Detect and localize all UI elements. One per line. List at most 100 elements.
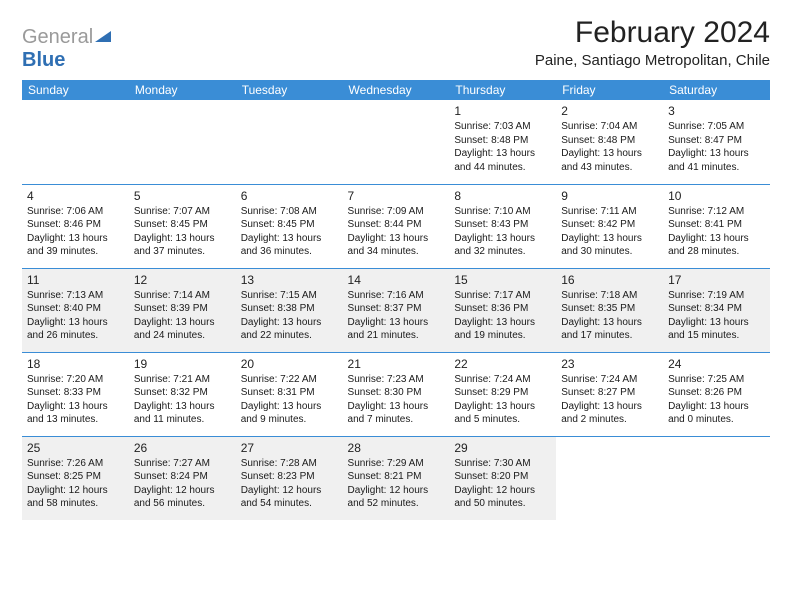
day-number: 25: [27, 440, 124, 456]
sunset-line: Sunset: 8:37 PM: [348, 302, 445, 316]
sunrise-line: Sunrise: 7:13 AM: [27, 289, 124, 303]
day-number: 14: [348, 272, 445, 288]
day-number: 20: [241, 356, 338, 372]
calendar-day: 1Sunrise: 7:03 AMSunset: 8:48 PMDaylight…: [449, 100, 556, 184]
sunrise-line: Sunrise: 7:25 AM: [668, 373, 765, 387]
daylight-line: Daylight: 13 hours and 15 minutes.: [668, 316, 765, 343]
day-number: 24: [668, 356, 765, 372]
sunrise-line: Sunrise: 7:21 AM: [134, 373, 231, 387]
sunrise-line: Sunrise: 7:16 AM: [348, 289, 445, 303]
location-subtitle: Paine, Santiago Metropolitan, Chile: [535, 52, 770, 69]
day-header: Tuesday: [236, 80, 343, 100]
logo-word1: General: [22, 26, 93, 48]
daylight-line: Daylight: 13 hours and 19 minutes.: [454, 316, 551, 343]
sunrise-line: Sunrise: 7:30 AM: [454, 457, 551, 471]
calendar-day: 3Sunrise: 7:05 AMSunset: 8:47 PMDaylight…: [663, 100, 770, 184]
sunset-line: Sunset: 8:41 PM: [668, 218, 765, 232]
day-number: 27: [241, 440, 338, 456]
daylight-line: Daylight: 13 hours and 30 minutes.: [561, 232, 658, 259]
day-number: 6: [241, 188, 338, 204]
daylight-line: Daylight: 12 hours and 50 minutes.: [454, 484, 551, 511]
sunrise-line: Sunrise: 7:14 AM: [134, 289, 231, 303]
sunrise-line: Sunrise: 7:09 AM: [348, 205, 445, 219]
sunset-line: Sunset: 8:30 PM: [348, 386, 445, 400]
sunrise-line: Sunrise: 7:26 AM: [27, 457, 124, 471]
daylight-line: Daylight: 13 hours and 2 minutes.: [561, 400, 658, 427]
day-header: Monday: [129, 80, 236, 100]
daylight-line: Daylight: 13 hours and 5 minutes.: [454, 400, 551, 427]
calendar-body: 1Sunrise: 7:03 AMSunset: 8:48 PMDaylight…: [22, 100, 770, 520]
sunset-line: Sunset: 8:48 PM: [454, 134, 551, 148]
sunrise-line: Sunrise: 7:08 AM: [241, 205, 338, 219]
sunset-line: Sunset: 8:43 PM: [454, 218, 551, 232]
page-title: February 2024: [535, 16, 770, 50]
calendar-day: 21Sunrise: 7:23 AMSunset: 8:30 PMDayligh…: [343, 352, 450, 436]
day-number: 19: [134, 356, 231, 372]
calendar-week: 1Sunrise: 7:03 AMSunset: 8:48 PMDaylight…: [22, 100, 770, 184]
day-number: 7: [348, 188, 445, 204]
daylight-line: Daylight: 13 hours and 36 minutes.: [241, 232, 338, 259]
day-number: 13: [241, 272, 338, 288]
calendar-day: 9Sunrise: 7:11 AMSunset: 8:42 PMDaylight…: [556, 184, 663, 268]
daylight-line: Daylight: 13 hours and 13 minutes.: [27, 400, 124, 427]
calendar-empty: [22, 100, 129, 184]
sunset-line: Sunset: 8:36 PM: [454, 302, 551, 316]
calendar-day: 17Sunrise: 7:19 AMSunset: 8:34 PMDayligh…: [663, 268, 770, 352]
sunrise-line: Sunrise: 7:07 AM: [134, 205, 231, 219]
day-header: Friday: [556, 80, 663, 100]
day-number: 3: [668, 103, 765, 119]
sunset-line: Sunset: 8:39 PM: [134, 302, 231, 316]
daylight-line: Daylight: 13 hours and 44 minutes.: [454, 147, 551, 174]
sunrise-line: Sunrise: 7:22 AM: [241, 373, 338, 387]
logo-word2: Blue: [22, 49, 65, 71]
sunrise-line: Sunrise: 7:03 AM: [454, 120, 551, 134]
calendar-day: 6Sunrise: 7:08 AMSunset: 8:45 PMDaylight…: [236, 184, 343, 268]
calendar-day: 20Sunrise: 7:22 AMSunset: 8:31 PMDayligh…: [236, 352, 343, 436]
sunset-line: Sunset: 8:34 PM: [668, 302, 765, 316]
sunset-line: Sunset: 8:23 PM: [241, 470, 338, 484]
day-number: 2: [561, 103, 658, 119]
calendar-day: 4Sunrise: 7:06 AMSunset: 8:46 PMDaylight…: [22, 184, 129, 268]
sunrise-line: Sunrise: 7:20 AM: [27, 373, 124, 387]
calendar-day: 18Sunrise: 7:20 AMSunset: 8:33 PMDayligh…: [22, 352, 129, 436]
calendar-day: 11Sunrise: 7:13 AMSunset: 8:40 PMDayligh…: [22, 268, 129, 352]
calendar-day: 27Sunrise: 7:28 AMSunset: 8:23 PMDayligh…: [236, 436, 343, 520]
calendar-week: 11Sunrise: 7:13 AMSunset: 8:40 PMDayligh…: [22, 268, 770, 352]
day-number: 1: [454, 103, 551, 119]
day-number: 28: [348, 440, 445, 456]
calendar-day: 5Sunrise: 7:07 AMSunset: 8:45 PMDaylight…: [129, 184, 236, 268]
logo: General Blue: [22, 16, 113, 72]
calendar-day: 22Sunrise: 7:24 AMSunset: 8:29 PMDayligh…: [449, 352, 556, 436]
day-number: 10: [668, 188, 765, 204]
day-number: 16: [561, 272, 658, 288]
day-number: 15: [454, 272, 551, 288]
calendar-day: 16Sunrise: 7:18 AMSunset: 8:35 PMDayligh…: [556, 268, 663, 352]
day-header: Wednesday: [343, 80, 450, 100]
calendar-day: 14Sunrise: 7:16 AMSunset: 8:37 PMDayligh…: [343, 268, 450, 352]
daylight-line: Daylight: 13 hours and 32 minutes.: [454, 232, 551, 259]
sunset-line: Sunset: 8:27 PM: [561, 386, 658, 400]
sunrise-line: Sunrise: 7:24 AM: [561, 373, 658, 387]
calendar-week: 18Sunrise: 7:20 AMSunset: 8:33 PMDayligh…: [22, 352, 770, 436]
daylight-line: Daylight: 13 hours and 43 minutes.: [561, 147, 658, 174]
calendar-empty: [343, 100, 450, 184]
calendar-empty: [129, 100, 236, 184]
calendar-day: 23Sunrise: 7:24 AMSunset: 8:27 PMDayligh…: [556, 352, 663, 436]
daylight-line: Daylight: 12 hours and 56 minutes.: [134, 484, 231, 511]
daylight-line: Daylight: 12 hours and 58 minutes.: [27, 484, 124, 511]
day-number: 8: [454, 188, 551, 204]
daylight-line: Daylight: 13 hours and 22 minutes.: [241, 316, 338, 343]
logo-sail-icon: [93, 29, 113, 43]
sunrise-line: Sunrise: 7:27 AM: [134, 457, 231, 471]
logo-text: General Blue: [22, 26, 113, 72]
day-number: 11: [27, 272, 124, 288]
sunset-line: Sunset: 8:32 PM: [134, 386, 231, 400]
sunrise-line: Sunrise: 7:24 AM: [454, 373, 551, 387]
title-block: February 2024 Paine, Santiago Metropolit…: [535, 16, 770, 69]
daylight-line: Daylight: 13 hours and 21 minutes.: [348, 316, 445, 343]
sunrise-line: Sunrise: 7:05 AM: [668, 120, 765, 134]
sunrise-line: Sunrise: 7:23 AM: [348, 373, 445, 387]
day-number: 23: [561, 356, 658, 372]
sunrise-line: Sunrise: 7:28 AM: [241, 457, 338, 471]
sunset-line: Sunset: 8:21 PM: [348, 470, 445, 484]
